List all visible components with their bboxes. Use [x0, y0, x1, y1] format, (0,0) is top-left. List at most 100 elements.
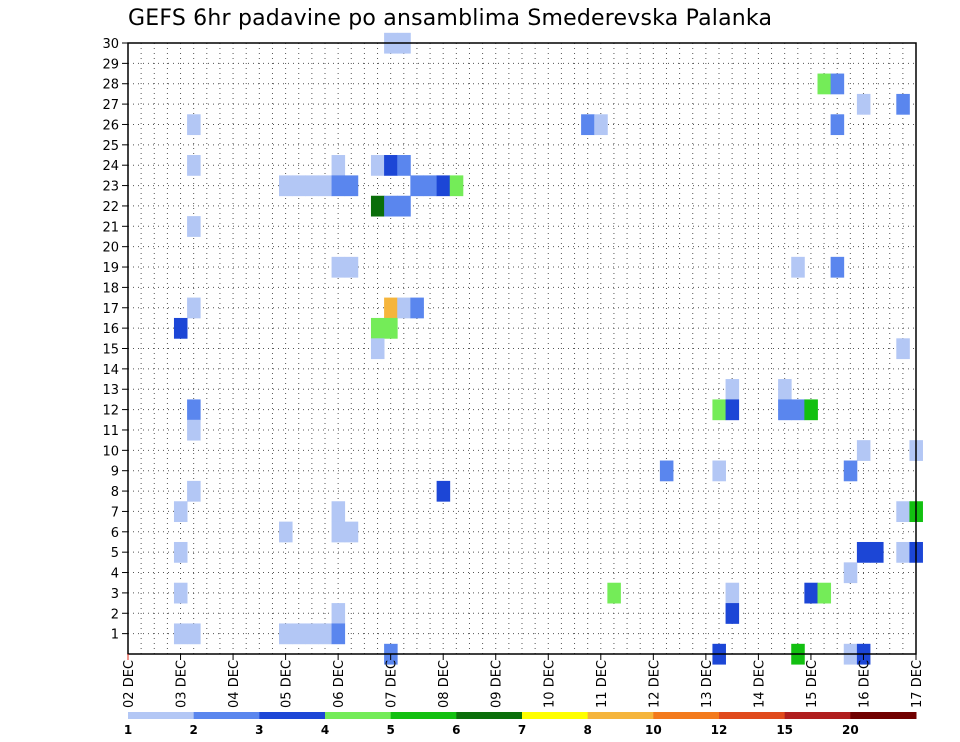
x-tick-label: 04 DEC [227, 660, 242, 708]
legend-label: 15 [776, 723, 793, 737]
precip-cell [384, 155, 398, 176]
precip-cell [843, 562, 858, 584]
precip-cell [804, 399, 818, 421]
precip-cell [397, 155, 411, 176]
precip-cell [318, 175, 332, 197]
precip-cell [187, 297, 201, 319]
y-tick-label: 19 [102, 261, 119, 276]
x-tick-label: 02 DEC [122, 660, 137, 708]
precip-cell [187, 623, 201, 645]
x-tick-label: 17 DEC [910, 660, 925, 708]
precip-cell [725, 399, 740, 421]
precip-cell [187, 114, 201, 136]
y-tick-label: 15 [102, 343, 119, 358]
precip-cell [397, 297, 411, 319]
x-tick-label: 06 DEC [332, 660, 347, 708]
precip-cell [292, 175, 306, 197]
precip-cell [436, 480, 451, 502]
precip-cell [279, 521, 293, 543]
y-tick-label: 17 [102, 302, 119, 317]
legend-swatch [719, 712, 786, 719]
precip-cell [410, 297, 424, 319]
legend-label: 4 [321, 723, 329, 737]
precip-cell [870, 541, 884, 563]
legend-label: 1 [124, 723, 132, 737]
legend-swatch [259, 712, 326, 719]
legend-swatch [390, 712, 457, 719]
precip-cell [712, 399, 726, 421]
precip-cell [384, 195, 398, 217]
legend-label: 7 [518, 723, 526, 737]
precip-cell [856, 93, 871, 115]
legend-swatch [587, 712, 654, 719]
y-tick-label: 7 [111, 505, 119, 520]
x-tick-label: 16 DEC [857, 660, 872, 708]
legend-swatch [850, 712, 917, 719]
y-tick-label: 29 [102, 57, 119, 72]
legend-swatch [653, 712, 720, 719]
precip-cell [423, 175, 438, 197]
legend-swatch [128, 712, 195, 719]
precip-cell [331, 521, 346, 543]
x-tick-label: 13 DEC [700, 660, 715, 708]
y-tick-label: 6 [111, 526, 119, 541]
precip-cell [896, 501, 910, 523]
precip-cell [318, 623, 332, 645]
y-tick-label: 30 [102, 37, 119, 52]
x-tick-label: 09 DEC [490, 660, 505, 708]
precip-cell [187, 216, 201, 237]
y-axis: 1234567891011121314151617181920212223242… [102, 37, 128, 643]
precip-cell [344, 521, 359, 543]
precip-cell [187, 419, 201, 441]
legend-label: 3 [255, 723, 263, 737]
precip-cell [279, 175, 293, 197]
precip-cell [830, 114, 845, 136]
color-legend: 1 2 3 4 5 6 7 8 10 12 15 20 [124, 712, 917, 737]
y-tick-label: 18 [102, 281, 119, 296]
precip-cell [370, 317, 385, 339]
precip-cell [331, 603, 346, 624]
precip-cell [436, 175, 451, 197]
y-tick-label: 11 [102, 424, 119, 439]
y-tick-label: 26 [102, 118, 119, 133]
precip-cell [370, 195, 385, 217]
x-tick-label: 10 DEC [542, 660, 557, 708]
precip-cell [173, 317, 188, 339]
y-tick-label: 27 [102, 98, 119, 113]
y-tick-label: 1 [111, 628, 119, 643]
y-tick-label: 20 [102, 241, 119, 256]
y-tick-label: 12 [102, 404, 119, 419]
legend-label: 20 [842, 723, 859, 737]
precip-cell [817, 582, 832, 604]
legend-label: 6 [452, 723, 460, 737]
precip-cell [830, 256, 845, 278]
precip-cell [778, 379, 792, 400]
y-tick-label: 3 [111, 587, 119, 602]
x-tick-label: 03 DEC [175, 660, 190, 708]
precip-cell [607, 582, 621, 604]
precip-cell [896, 93, 910, 115]
precip-cell [778, 399, 792, 421]
legend-label: 5 [386, 723, 394, 737]
y-tick-label: 13 [102, 383, 119, 398]
precip-cell [725, 379, 740, 400]
precip-cell [843, 460, 858, 482]
precip-cell [449, 175, 464, 197]
legend-label: 10 [645, 723, 662, 737]
precip-cell [896, 338, 910, 360]
y-tick-label: 14 [102, 363, 119, 378]
precip-cell [370, 338, 385, 360]
precip-cell [856, 541, 871, 563]
chart-title: GEFS 6hr padavine po ansamblima Smederev… [128, 6, 773, 31]
precip-cell [344, 256, 359, 278]
precip-cell [712, 460, 726, 482]
precip-cell [856, 440, 871, 461]
grid-lines [128, 43, 916, 654]
x-tick-label: 05 DEC [280, 660, 295, 708]
y-tick-label: 22 [102, 200, 119, 215]
y-tick-label: 23 [102, 180, 119, 195]
x-tick-label: 07 DEC [385, 660, 400, 708]
precip-cell [173, 541, 188, 563]
precip-cell [410, 175, 424, 197]
precip-cell [384, 317, 398, 339]
